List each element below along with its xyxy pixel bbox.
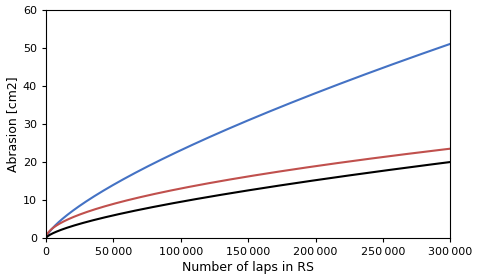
X-axis label: Number of laps in RS: Number of laps in RS [182,262,314,274]
Y-axis label: Abrasion [cm2]: Abrasion [cm2] [6,76,19,172]
